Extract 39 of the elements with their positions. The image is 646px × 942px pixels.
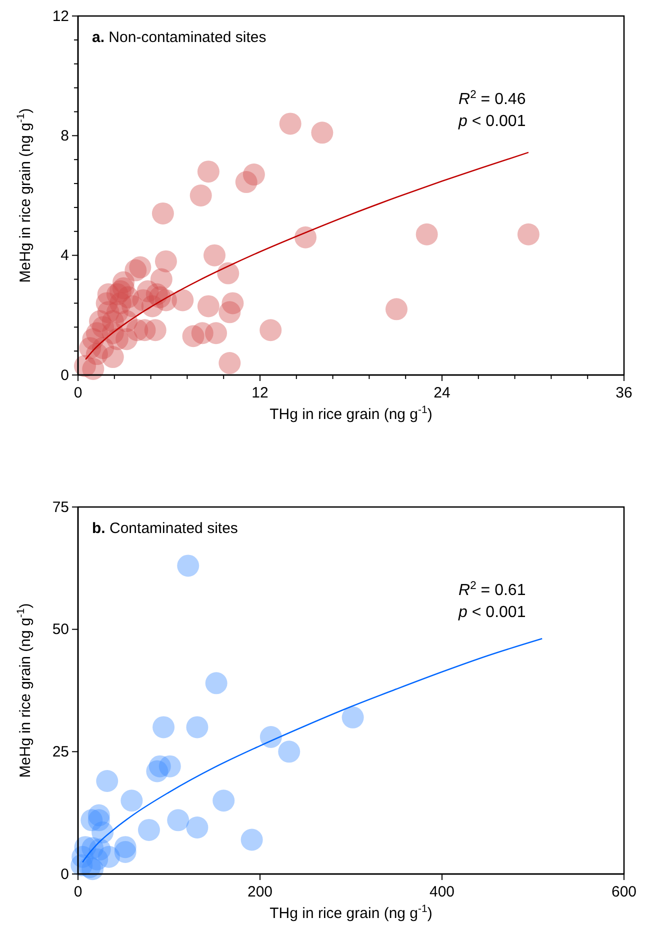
x-tick-label: 12 <box>252 384 268 402</box>
y-tick-label: 0 <box>60 366 69 384</box>
x-tick-label: 24 <box>434 384 450 402</box>
point <box>186 816 208 838</box>
y-tick-label: 0 <box>60 866 69 883</box>
point <box>152 716 175 738</box>
y-tick-label: 50 <box>52 621 69 638</box>
x-tick-label: 36 <box>616 384 632 402</box>
x-axis-title: THg in rice grain (ng g$^{-1}$) <box>270 404 432 423</box>
annotation: p < 0.001 <box>458 604 526 621</box>
text: a. Non-contaminated sites <box>92 29 266 46</box>
point <box>186 716 208 738</box>
text: b. Contaminated sites <box>92 520 238 537</box>
y-tick-label: 75 <box>52 498 69 516</box>
point <box>260 726 282 748</box>
point <box>96 770 118 792</box>
annotation: R$^{2}$ = 0.46 <box>458 89 526 108</box>
annotation: p < 0.001 <box>458 113 526 130</box>
point <box>177 554 200 577</box>
x-tick-label: 400 <box>429 884 455 900</box>
x-tick-label: 0 <box>74 884 82 900</box>
annotation: R$^{2}$ = 0.61 <box>458 580 526 599</box>
x-tick-label: 200 <box>247 884 273 900</box>
x-axis-title: THg in rice grain (ng g$^{-1}$) <box>270 903 432 922</box>
point <box>240 828 263 851</box>
y-tick-label: 25 <box>52 743 69 760</box>
point <box>205 672 228 694</box>
point <box>138 818 160 841</box>
point <box>212 790 235 812</box>
point <box>167 809 190 832</box>
point <box>342 706 364 728</box>
y-tick-label: 8 <box>60 127 69 144</box>
point <box>120 790 143 812</box>
x-tick-label: 600 <box>611 884 637 900</box>
point <box>278 740 300 763</box>
y-tick-label: 4 <box>60 247 69 264</box>
x-tick-label: 0 <box>74 384 82 402</box>
point <box>148 755 171 778</box>
y-tick-label: 12 <box>52 8 69 25</box>
